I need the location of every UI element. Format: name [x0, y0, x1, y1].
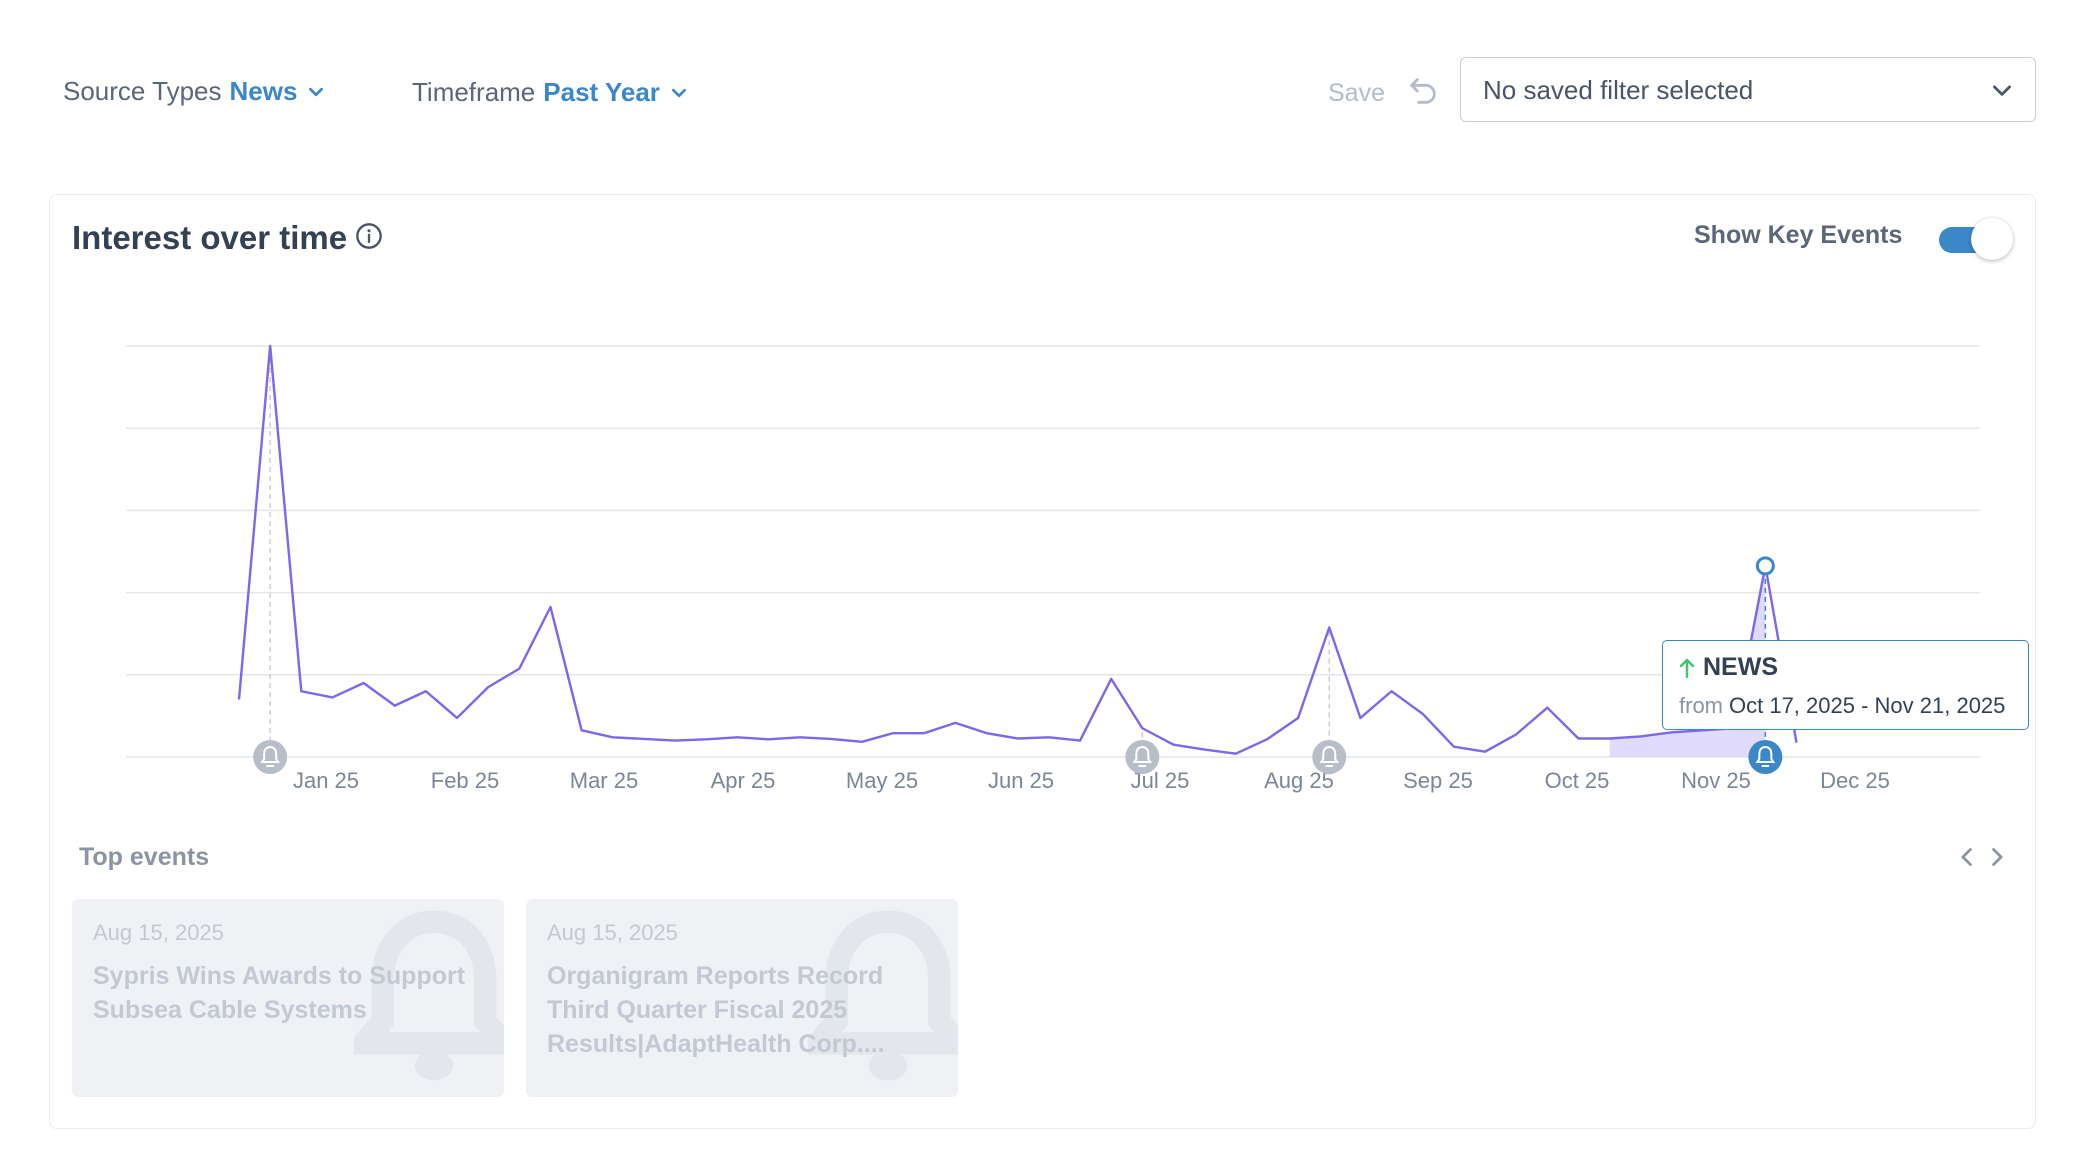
x-tick-label: Mar 25: [570, 768, 638, 793]
bell-icon: [808, 910, 958, 1081]
tooltip-from-label: from: [1679, 693, 1723, 718]
event-marker-bell-icon[interactable]: [1312, 740, 1347, 774]
show-key-events-label: Show Key Events: [1694, 221, 1903, 249]
filter-bar: Source Types News Timeframe Past Year Sa…: [0, 0, 2086, 140]
source-types-value: News: [229, 76, 298, 106]
event-date: Aug 15, 2025: [93, 920, 224, 945]
chevron-down-icon: [309, 87, 324, 96]
timeframe-value: Past Year: [543, 77, 660, 107]
event-title: Organigram Reports Record Third Quarter …: [547, 962, 885, 1058]
event-marker-bell-icon[interactable]: [1125, 740, 1160, 774]
chart-tooltip: NEWS from Oct 17, 2025 - Nov 21, 2025: [1662, 640, 2029, 730]
toggle-knob: [1971, 218, 2013, 260]
event-marker-bell-icon[interactable]: [1748, 740, 1783, 774]
bell-icon: [354, 910, 504, 1081]
chevron-down-icon: [671, 88, 686, 97]
series-line: [237, 344, 1798, 755]
chevron-down-icon: [1993, 85, 2011, 96]
arrow-up-icon: [1679, 658, 1695, 678]
x-tick-label: Jan 25: [293, 768, 359, 793]
tooltip-header: NEWS: [1679, 653, 1778, 682]
source-types-label: Source Types: [63, 76, 222, 106]
x-tick-label: Oct 25: [1545, 768, 1610, 793]
tooltip-source: NEWS: [1703, 653, 1778, 681]
top-events-title: Top events: [79, 843, 210, 871]
x-tick-label: Nov 25: [1681, 768, 1751, 793]
info-icon[interactable]: [355, 222, 383, 250]
x-tick-label: May 25: [846, 768, 918, 793]
x-tick-label: Feb 25: [431, 768, 500, 793]
event-title: Sypris Wins Awards to Support Subsea Cab…: [93, 962, 466, 1024]
chevron-left-icon[interactable]: [1956, 846, 1978, 868]
tooltip-range: from Oct 17, 2025 - Nov 21, 2025: [1679, 693, 2005, 719]
x-tick-label: Sep 25: [1403, 768, 1473, 793]
saved-filter-value: No saved filter selected: [1483, 75, 1754, 105]
timeframe-filter[interactable]: Timeframe Past Year: [412, 77, 688, 108]
interest-card: Interest over time Show Key Events Jan 2…: [49, 194, 2036, 1129]
event-card[interactable]: Aug 15, 2025 Sypris Wins Awards to Suppo…: [72, 899, 504, 1097]
save-button[interactable]: Save: [1328, 79, 1385, 107]
active-point: [1755, 556, 1775, 576]
event-card[interactable]: Aug 15, 2025 Organigram Reports Record T…: [526, 899, 958, 1097]
event-marker-bell-icon[interactable]: [253, 740, 288, 774]
tooltip-date-range: Oct 17, 2025 - Nov 21, 2025: [1729, 693, 2006, 718]
saved-filter-select[interactable]: No saved filter selected: [1460, 57, 2036, 122]
interest-chart: Jan 25 Feb 25 Mar 25 Apr 25 May 25 Jun 25 Jul …: [126, 344, 1980, 793]
chevron-right-icon[interactable]: [1986, 846, 2008, 868]
card-title: Interest over time: [72, 219, 348, 256]
undo-icon[interactable]: [1406, 74, 1440, 108]
x-tick-label: Jun 25: [988, 768, 1054, 793]
source-types-filter[interactable]: Source Types News: [63, 76, 325, 107]
show-key-events-toggle[interactable]: [1939, 218, 2013, 260]
x-tick-label: Dec 25: [1820, 768, 1890, 793]
x-tick-label: Apr 25: [711, 768, 776, 793]
event-date: Aug 15, 2025: [547, 920, 678, 945]
timeframe-label: Timeframe: [412, 77, 536, 107]
